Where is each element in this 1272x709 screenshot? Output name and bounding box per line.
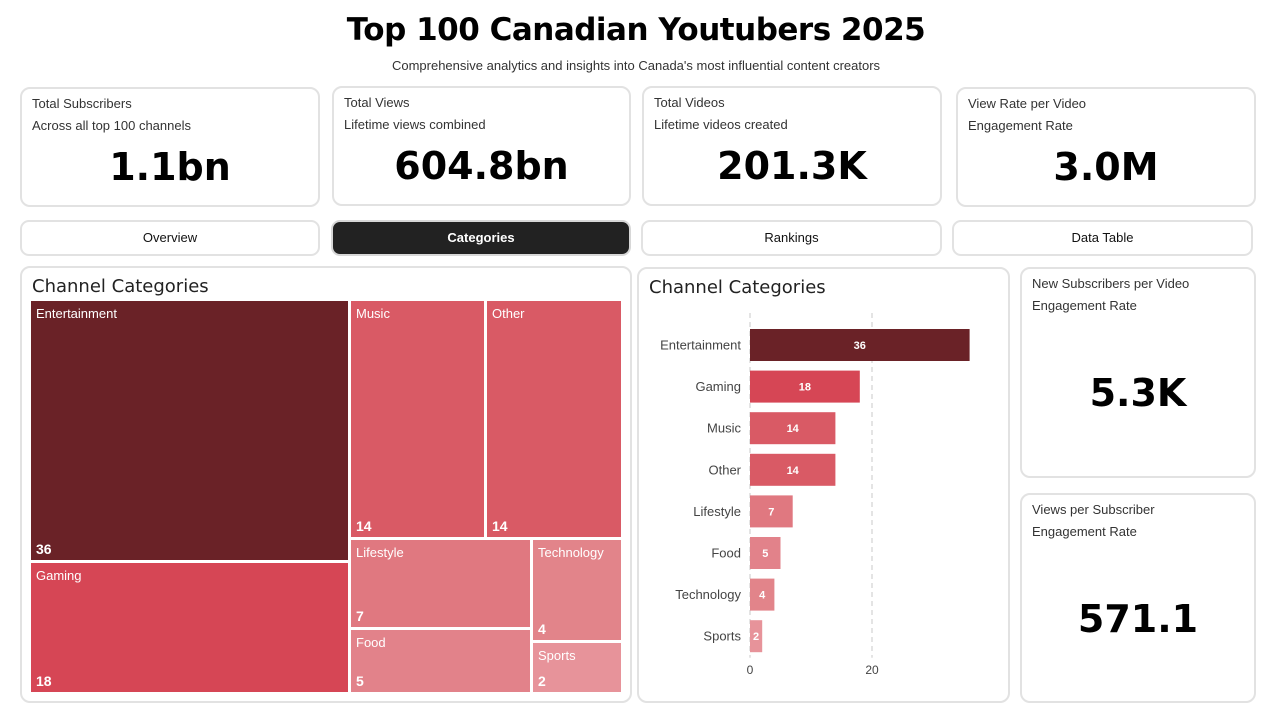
kpi-card-total-videos: Total Videos Lifetime videos created 201… <box>642 86 942 206</box>
kpi-sublabel: Engagement Rate <box>1032 524 1137 539</box>
kpi-value: 604.8bn <box>394 144 569 188</box>
treemap-tile-sports[interactable]: Sports 2 <box>533 643 621 692</box>
data-label: 14 <box>787 423 800 435</box>
treemap-tile-gaming[interactable]: Gaming 18 <box>31 563 348 692</box>
page-title: Top 100 Canadian Youtubers 2025 <box>346 12 926 48</box>
kpi-sublabel: Engagement Rate <box>1032 298 1137 313</box>
kpi-value: 1.1bn <box>109 145 231 189</box>
tile-value: 18 <box>36 673 52 689</box>
tile-label: Food <box>356 635 386 650</box>
bar[interactable] <box>750 578 775 611</box>
kpi-card-total-views: Total Views Lifetime views combined 604.… <box>332 86 631 206</box>
kpi-card-new-subscribers-per-video: New Subscribers per Video Engagement Rat… <box>1020 267 1256 478</box>
tile-value: 14 <box>492 518 508 534</box>
tab-overview[interactable]: Overview <box>20 220 320 256</box>
data-label: 18 <box>799 382 811 394</box>
tile-label: Sports <box>538 648 576 663</box>
treemap-panel: Channel Categories Entertainment 36 Gami… <box>20 266 632 703</box>
bar[interactable] <box>750 495 793 528</box>
category-label: Entertainment <box>660 338 741 353</box>
category-label: Gaming <box>695 379 741 394</box>
kpi-label: Total Views <box>344 95 410 110</box>
treemap-tile-entertainment[interactable]: Entertainment 36 <box>31 301 348 560</box>
tile-value: 2 <box>538 673 546 689</box>
category-label: Lifestyle <box>693 504 741 519</box>
kpi-label: Views per Subscriber <box>1032 502 1155 517</box>
kpi-card-views-per-subscriber: Views per Subscriber Engagement Rate 571… <box>1020 493 1256 703</box>
bar-chart-title: Channel Categories <box>649 277 826 298</box>
tile-label: Music <box>356 306 390 321</box>
kpi-card-view-rate: View Rate per Video Engagement Rate 3.0M <box>956 87 1256 207</box>
category-label: Other <box>708 462 741 477</box>
category-label: Sports <box>703 629 741 644</box>
kpi-sublabel: Engagement Rate <box>968 118 1073 133</box>
data-label: 14 <box>787 465 800 477</box>
bar[interactable] <box>750 537 781 569</box>
kpi-value: 571.1 <box>1077 597 1199 641</box>
treemap-tile-lifestyle[interactable]: Lifestyle 7 <box>351 540 530 627</box>
tile-label: Entertainment <box>36 306 117 321</box>
tab-data-table[interactable]: Data Table <box>952 220 1253 256</box>
treemap-tile-other[interactable]: Other 14 <box>487 301 621 537</box>
tile-label: Technology <box>538 545 604 560</box>
data-label: 7 <box>768 506 774 518</box>
kpi-label: Total Subscribers <box>32 96 132 111</box>
kpi-value: 5.3K <box>1089 371 1187 415</box>
bar[interactable] <box>750 620 763 653</box>
tile-label: Other <box>492 306 525 321</box>
kpi-sublabel: Across all top 100 channels <box>32 118 191 133</box>
tile-value: 7 <box>356 608 364 624</box>
data-label: 4 <box>759 590 766 602</box>
data-label: 36 <box>854 340 866 352</box>
kpi-label: View Rate per Video <box>968 96 1087 111</box>
kpi-sublabel: Lifetime videos created <box>654 117 788 132</box>
tile-label: Gaming <box>36 568 82 583</box>
kpi-value: 3.0M <box>1053 145 1159 189</box>
treemap-title: Channel Categories <box>32 276 209 297</box>
data-label: 5 <box>762 548 768 560</box>
tab-rankings[interactable]: Rankings <box>641 220 942 256</box>
kpi-label: New Subscribers per Video <box>1032 276 1190 291</box>
category-label: Food <box>711 546 741 561</box>
page-subtitle: Comprehensive analytics and insights int… <box>391 58 881 73</box>
bar-chart-panel: Channel Categories 0 20 Entertainment 36 Gam… <box>637 267 1010 703</box>
category-bar-chart: 0 20 Entertainment 36 Gaming 18 Music 14 Other 14… <box>660 313 970 677</box>
tile-label: Lifestyle <box>356 545 404 560</box>
x-tick-label: 0 <box>747 663 754 677</box>
x-tick-label: 20 <box>865 663 879 677</box>
data-label: 2 <box>753 631 759 643</box>
kpi-card-total-subscribers: Total Subscribers Across all top 100 cha… <box>20 87 320 207</box>
kpi-label: Total Videos <box>654 95 725 110</box>
tile-value: 36 <box>36 541 52 557</box>
tile-value: 14 <box>356 518 372 534</box>
treemap-tile-food[interactable]: Food 5 <box>351 630 530 692</box>
bar[interactable] <box>750 370 860 403</box>
treemap-tile-technology[interactable]: Technology 4 <box>533 540 621 640</box>
tab-categories[interactable]: Categories <box>331 220 631 256</box>
kpi-value: 201.3K <box>717 144 867 188</box>
category-label: Music <box>707 421 741 436</box>
bar[interactable] <box>750 453 836 486</box>
category-label: Technology <box>675 587 741 602</box>
bar[interactable] <box>750 329 970 361</box>
tile-value: 5 <box>356 673 364 689</box>
tile-value: 4 <box>538 621 546 637</box>
bar[interactable] <box>750 412 836 445</box>
treemap-tile-music[interactable]: Music 14 <box>351 301 484 537</box>
kpi-sublabel: Lifetime views combined <box>344 117 486 132</box>
